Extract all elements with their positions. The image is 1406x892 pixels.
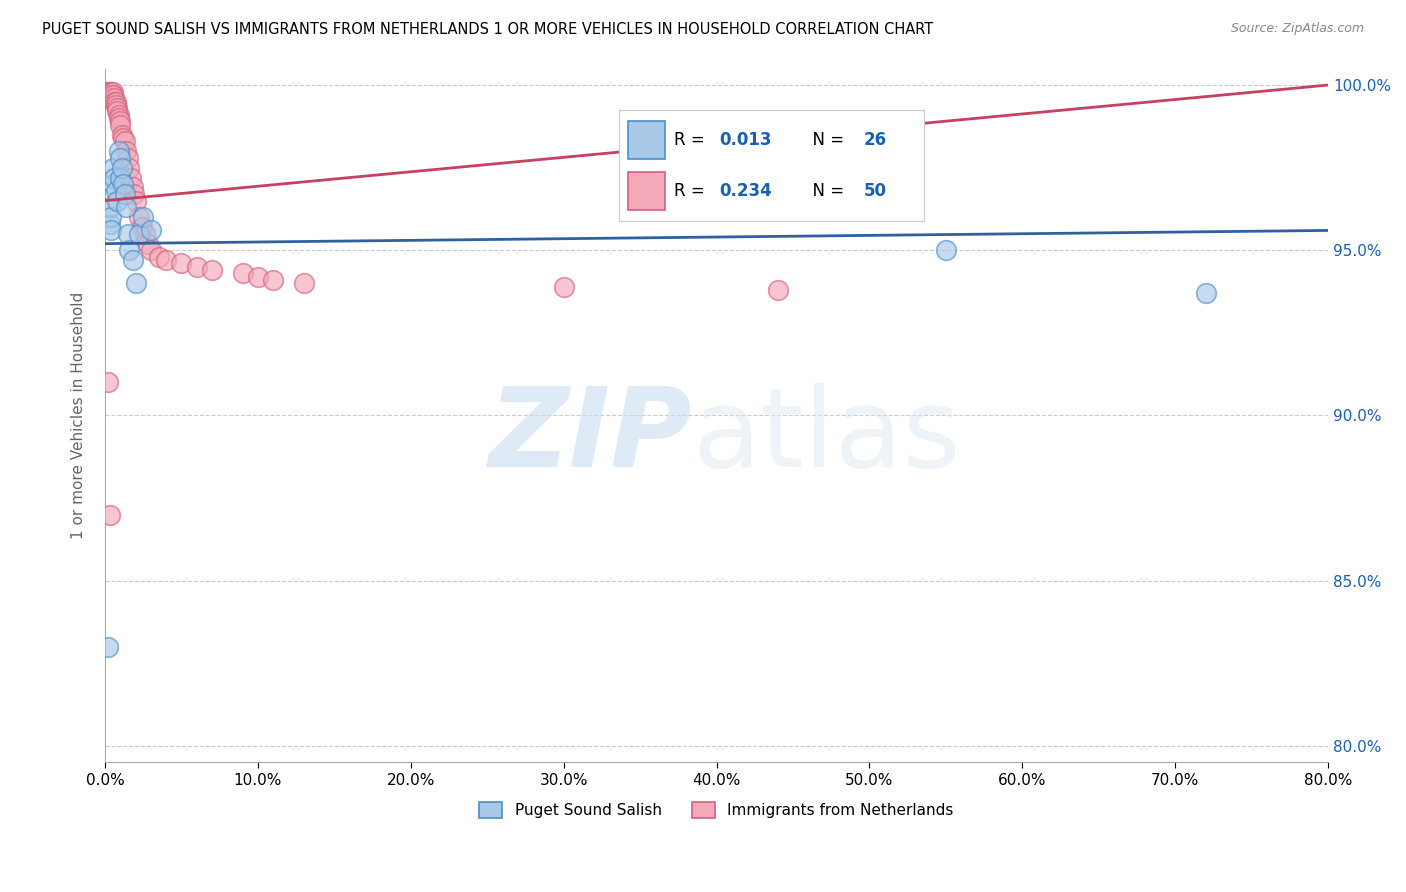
Y-axis label: 1 or more Vehicles in Household: 1 or more Vehicles in Household [72, 292, 86, 539]
Point [124, 194, 146, 208]
Point [115, 200, 138, 214]
Point [111, 161, 134, 175]
Point [118, 244, 141, 258]
Point [139, 223, 162, 237]
Point [139, 244, 162, 258]
Point [107, 111, 129, 125]
Point [114, 134, 136, 148]
Point [201, 263, 224, 277]
Point [100, 87, 122, 102]
Point [155, 253, 177, 268]
Point [121, 253, 143, 268]
Point [232, 266, 254, 280]
Point [101, 87, 124, 102]
Point [100, 85, 122, 99]
Point [107, 144, 129, 158]
Point [104, 98, 127, 112]
Point [97, 87, 120, 102]
Point [553, 279, 575, 293]
Point [1195, 286, 1218, 301]
Point [98, 200, 121, 214]
Point [101, 177, 124, 191]
Point [101, 85, 124, 99]
Point [111, 128, 134, 142]
Point [118, 161, 141, 175]
Point [121, 180, 143, 194]
Point [132, 211, 155, 225]
Point [114, 187, 136, 202]
Point [110, 170, 132, 185]
Text: PUGET SOUND SALISH VS IMMIGRANTS FROM NETHERLANDS 1 OR MORE VEHICLES IN HOUSEHOL: PUGET SOUND SALISH VS IMMIGRANTS FROM NE… [42, 22, 934, 37]
Point [98, 508, 121, 522]
Point [110, 114, 132, 128]
Point [134, 227, 156, 241]
Point [98, 87, 121, 102]
Point [103, 91, 125, 105]
Point [292, 277, 315, 291]
Point [131, 220, 153, 235]
Point [105, 194, 128, 208]
Point [104, 95, 127, 109]
Point [98, 217, 121, 231]
Point [105, 104, 128, 119]
Point [112, 177, 135, 191]
Point [136, 236, 159, 251]
Point [110, 118, 132, 132]
Point [103, 170, 125, 185]
Point [97, 376, 120, 390]
Point [148, 250, 170, 264]
Point [262, 273, 284, 287]
Point [104, 184, 127, 198]
Point [115, 144, 138, 158]
Point [186, 260, 208, 274]
Point [122, 187, 145, 202]
Point [105, 101, 128, 115]
Point [246, 269, 269, 284]
Point [124, 277, 146, 291]
Legend: Puget Sound Salish, Immigrants from Netherlands: Puget Sound Salish, Immigrants from Neth… [474, 796, 960, 824]
Point [100, 91, 122, 105]
Point [97, 640, 120, 654]
Point [103, 95, 125, 109]
Point [128, 227, 150, 241]
Text: Source: ZipAtlas.com: Source: ZipAtlas.com [1230, 22, 1364, 36]
Point [128, 211, 150, 225]
Point [117, 227, 139, 241]
Point [96, 87, 118, 102]
Text: ZIP: ZIP [489, 383, 692, 490]
Point [100, 223, 122, 237]
Point [935, 244, 957, 258]
Point [766, 283, 789, 297]
Point [97, 85, 120, 99]
Point [120, 170, 142, 185]
Point [101, 161, 124, 175]
Point [98, 85, 121, 99]
Point [96, 85, 118, 99]
Point [112, 131, 135, 145]
Point [117, 151, 139, 165]
Point [107, 108, 129, 122]
Point [110, 151, 132, 165]
Text: atlas: atlas [692, 383, 960, 490]
Point [100, 211, 122, 225]
Point [170, 256, 193, 270]
